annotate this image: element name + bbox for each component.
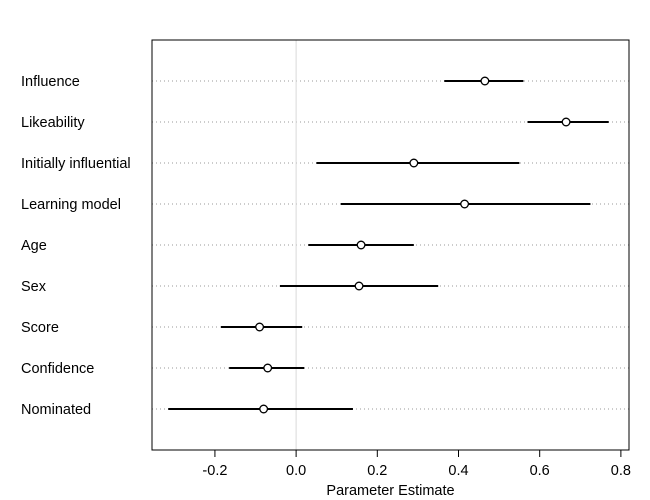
- x-tick-label: 0.2: [367, 463, 387, 479]
- x-tick-label: 0.6: [530, 463, 550, 479]
- x-axis-title: Parameter Estimate: [326, 483, 454, 499]
- row-label: Age: [21, 238, 47, 254]
- confidence-intervals: [168, 80, 609, 410]
- plot-frame: [151, 39, 630, 451]
- point-estimates: [255, 76, 571, 414]
- x-tick-label: -0.2: [202, 463, 227, 479]
- row-label: Score: [21, 320, 59, 336]
- row-label: Learning model: [21, 197, 121, 213]
- estimate-point: [480, 76, 490, 86]
- estimate-point: [354, 281, 364, 291]
- row-label: Initially influential: [21, 156, 131, 172]
- x-tick-label: 0.4: [448, 463, 468, 479]
- estimate-point: [356, 240, 366, 250]
- estimate-point: [263, 363, 273, 373]
- row-labels: Influence Likeability Initially influentia…: [21, 74, 131, 418]
- row-label: Sex: [21, 279, 47, 295]
- row-label: Nominated: [21, 402, 91, 418]
- x-axis: -0.2 0.0 0.2 0.4 0.6 0.8: [202, 450, 631, 479]
- estimate-point: [409, 158, 419, 168]
- x-tick-label: 0.0: [286, 463, 306, 479]
- row-label: Likeability: [21, 115, 85, 131]
- estimate-point: [561, 117, 571, 127]
- row-label: Influence: [21, 74, 80, 90]
- estimate-point: [259, 404, 269, 414]
- estimate-point: [460, 199, 470, 209]
- estimate-point: [255, 322, 265, 332]
- x-tick-label: 0.8: [611, 463, 631, 479]
- row-label: Confidence: [21, 361, 94, 377]
